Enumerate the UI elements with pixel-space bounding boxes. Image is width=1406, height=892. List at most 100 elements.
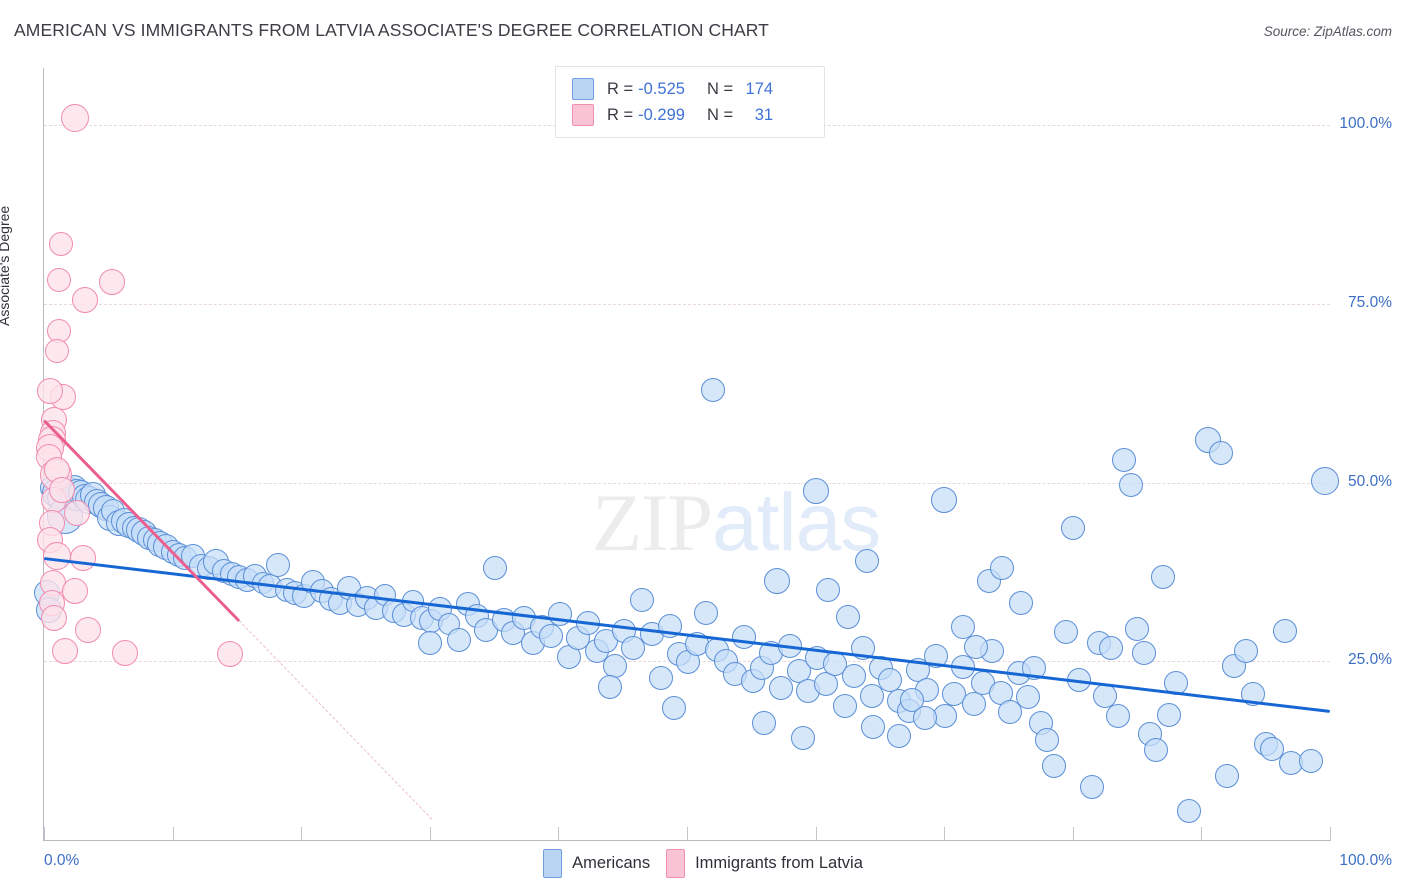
scatter-point[interactable] [602,653,627,678]
scatter-point[interactable] [790,726,815,751]
scatter-point[interactable] [768,675,793,700]
watermark: ZIPatlas [592,476,881,570]
scatter-point[interactable] [1298,749,1323,774]
scatter-point[interactable] [1105,704,1130,729]
r-label: R = [607,79,634,98]
scatter-point[interactable] [878,667,903,692]
y-axis-tick-label: 50.0% [1348,472,1392,490]
scatter-point[interactable] [1112,447,1137,472]
scatter-point[interactable] [1150,564,1175,589]
scatter-point[interactable] [933,703,958,728]
n-label: N = [706,79,734,98]
scatter-point[interactable] [99,269,126,296]
scatter-point[interactable] [41,605,68,632]
scatter-point[interactable] [60,104,89,133]
x-axis-tick [944,827,946,840]
plot-area: ZIPatlas [33,68,1339,840]
scatter-point[interactable] [964,635,989,659]
scatter-point[interactable] [731,624,756,649]
stats-legend: R = -0.525 N = 174 R = -0.299 N = 31 [555,66,825,138]
scatter-point[interactable] [833,693,858,718]
scatter-point[interactable] [1272,619,1297,644]
scatter-point[interactable] [64,499,91,526]
scatter-point[interactable] [266,552,291,577]
scatter-point[interactable] [842,664,867,689]
scatter-point[interactable] [861,715,886,740]
scatter-point[interactable] [1310,467,1339,496]
scatter-point[interactable] [538,623,563,648]
scatter-point[interactable] [1041,753,1066,778]
scatter-point[interactable] [662,696,687,721]
scatter-point[interactable] [1015,685,1040,710]
scatter-point[interactable] [1131,640,1156,665]
scatter-point[interactable] [49,476,75,503]
scatter-point[interactable] [649,666,674,691]
scatter-point[interactable] [44,339,69,364]
stats-row: R = -0.525 N = 174 [572,76,810,102]
scatter-point[interactable] [74,616,101,643]
scatter-point[interactable] [1099,636,1124,661]
scatter-point[interactable] [597,675,622,700]
scatter-point[interactable] [1215,763,1240,788]
scatter-point[interactable] [931,486,958,513]
scatter-point[interactable] [417,630,442,655]
legend-swatch-americans [572,78,594,100]
watermark-zip: ZIP [592,477,713,568]
scatter-point[interactable] [447,627,472,652]
scatter-point[interactable] [816,577,841,602]
legend-item-americans[interactable]: Americans [543,849,650,878]
scatter-point[interactable] [694,600,719,625]
y-axis-tick-label: 75.0% [1348,293,1392,311]
scatter-point[interactable] [887,723,912,748]
x-axis-line [43,840,1331,841]
scatter-point[interactable] [970,670,995,695]
scatter-point[interactable] [813,672,838,697]
scatter-point[interactable] [629,587,654,612]
scatter-point[interactable] [1060,516,1085,541]
scatter-point[interactable] [51,638,78,665]
scatter-point[interactable] [855,548,880,573]
scatter-point[interactable] [802,478,829,505]
x-axis-tick [172,827,174,840]
scatter-point[interactable] [1080,775,1105,800]
x-axis-tick [1072,827,1074,840]
scatter-point[interactable] [1054,619,1079,644]
legend-item-immigrants-from-latvia[interactable]: Immigrants from Latvia [666,849,863,878]
scatter-point[interactable] [72,286,99,313]
scatter-point[interactable] [1125,617,1150,642]
scatter-point[interactable] [835,604,860,629]
scatter-point[interactable] [1176,799,1201,824]
scatter-point[interactable] [1208,440,1233,465]
series-legend: Americans Immigrants from Latvia [0,849,1406,878]
scatter-point[interactable] [1009,590,1034,615]
scatter-point[interactable] [112,639,139,666]
scatter-point[interactable] [1118,473,1143,498]
scatter-point[interactable] [1144,737,1169,762]
scatter-point[interactable] [764,568,791,595]
gridline [44,303,1330,305]
scatter-point[interactable] [700,377,725,402]
scatter-point[interactable] [48,231,73,256]
scatter-point[interactable] [912,706,937,731]
scatter-point[interactable] [483,556,508,581]
scatter-point[interactable] [61,578,88,605]
scatter-point[interactable] [1092,684,1117,709]
scatter-point[interactable] [752,710,777,735]
x-axis-tick [301,827,303,840]
scatter-point[interactable] [69,545,96,572]
scatter-point[interactable] [37,378,64,405]
x-axis-tick [815,827,817,840]
x-axis-tick [687,827,688,840]
scatter-point[interactable] [42,541,71,570]
scatter-point[interactable] [961,692,986,717]
scatter-point[interactable] [1157,702,1182,727]
scatter-point[interactable] [47,268,72,293]
scatter-point[interactable] [217,641,244,668]
scatter-point[interactable] [1035,727,1060,752]
scatter-point[interactable] [1234,638,1259,663]
scatter-point[interactable] [951,614,976,639]
scatter-point[interactable] [547,602,572,627]
x-axis-tick [1201,827,1203,840]
scatter-point[interactable] [990,556,1015,581]
